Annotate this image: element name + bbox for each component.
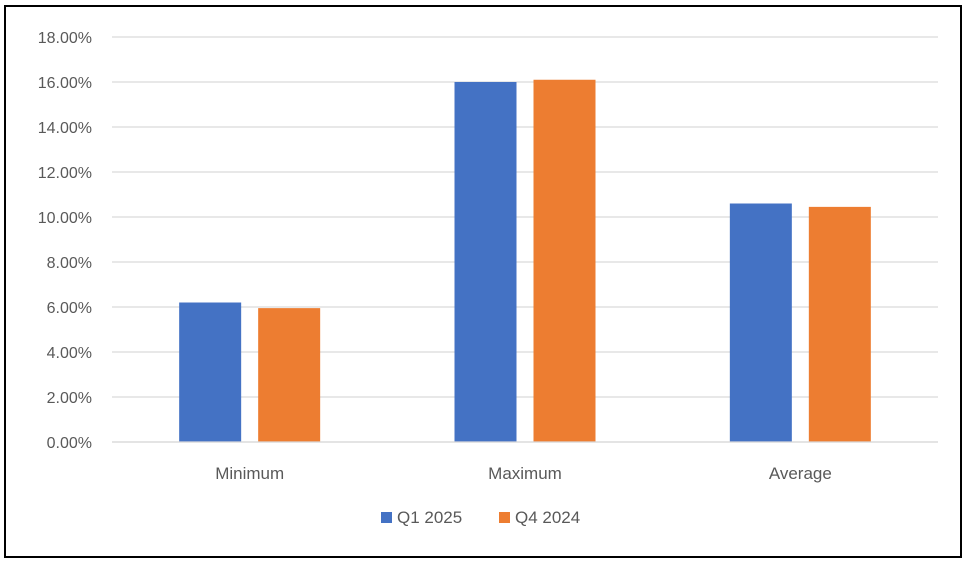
chart-frame: 0.00% 2.00% 4.00% 6.00% 8.00% 10.00% 12.00% 14.… [4, 5, 962, 558]
y-tick-label: 14.00% [38, 120, 92, 137]
bars [179, 79, 871, 442]
gridlines [112, 36, 938, 443]
bar-chart: 0.00% 2.00% 4.00% 6.00% 8.00% 10.00% 12.00% 14.… [38, 30, 938, 527]
y-tick-label: 2.00% [47, 390, 92, 407]
y-axis-tick-labels: 0.00% 2.00% 4.00% 6.00% 8.00% 10.00% 12.00% 14.… [38, 30, 92, 452]
bar-average-q4-2024 [808, 206, 871, 442]
x-axis: Minimum Maximum Average [112, 441, 938, 483]
bar-minimum-q1-2025 [179, 302, 242, 442]
y-tick-label: 6.00% [47, 300, 92, 317]
x-category-label: Minimum [215, 464, 284, 483]
legend-swatch [499, 512, 510, 523]
bar-average-q1-2025 [729, 203, 792, 442]
legend: Q1 2025 Q4 2024 [381, 508, 580, 527]
bar-maximum-q4-2024 [533, 79, 596, 442]
bar-minimum-q4-2024 [258, 308, 321, 442]
y-tick-label: 18.00% [38, 30, 92, 47]
x-category-label: Average [769, 464, 832, 483]
legend-swatch [381, 512, 392, 523]
y-tick-label: 16.00% [38, 75, 92, 92]
y-tick-label: 12.00% [38, 165, 92, 182]
x-category-label: Maximum [488, 464, 562, 483]
y-tick-label: 8.00% [47, 255, 92, 272]
y-tick-label: 0.00% [47, 435, 92, 452]
y-tick-label: 10.00% [38, 210, 92, 227]
legend-label: Q1 2025 [397, 508, 462, 527]
legend-label: Q4 2024 [515, 508, 580, 527]
bar-maximum-q1-2025 [454, 82, 517, 442]
y-tick-label: 4.00% [47, 345, 92, 362]
